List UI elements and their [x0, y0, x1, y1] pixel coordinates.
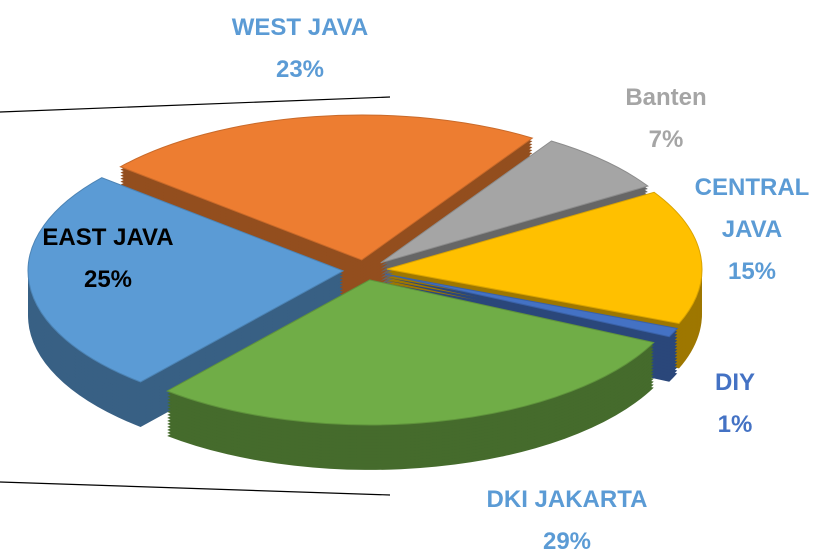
slice	[380, 140, 649, 264]
category-label: WEST JAVA	[231, 14, 369, 41]
category-label: Banten	[625, 84, 707, 111]
data-label: DIY 1%	[695, 362, 775, 446]
category-label: DKI JAKARTA	[486, 486, 648, 513]
slice	[27, 177, 345, 383]
category-label: DIY	[714, 369, 755, 396]
leader-line	[0, 96, 391, 113]
slice-side	[385, 283, 678, 346]
pie	[27, 114, 703, 470]
data-label: DKI JAKARTA 29%	[447, 479, 687, 557]
leader-line	[0, 481, 391, 496]
value-label: 29%	[542, 528, 592, 555]
value-label: 7%	[648, 126, 684, 153]
category-label: CENTRAL JAVA	[694, 174, 810, 243]
data-label: Banten 7%	[596, 77, 736, 161]
value-label: 25%	[83, 266, 133, 293]
data-label: WEST JAVA 23%	[190, 7, 410, 91]
category-label: EAST JAVA	[42, 224, 174, 251]
value-label: 15%	[727, 258, 777, 285]
value-label: 1%	[717, 411, 753, 438]
slice	[165, 279, 655, 426]
slice	[385, 273, 679, 338]
value-label: 23%	[275, 56, 325, 83]
data-label: CENTRAL JAVA 15%	[682, 167, 822, 293]
data-label: EAST JAVA 25%	[18, 217, 198, 301]
slice	[119, 114, 534, 261]
slice-side	[385, 277, 678, 340]
slice-side	[385, 280, 678, 343]
slice	[386, 191, 703, 324]
